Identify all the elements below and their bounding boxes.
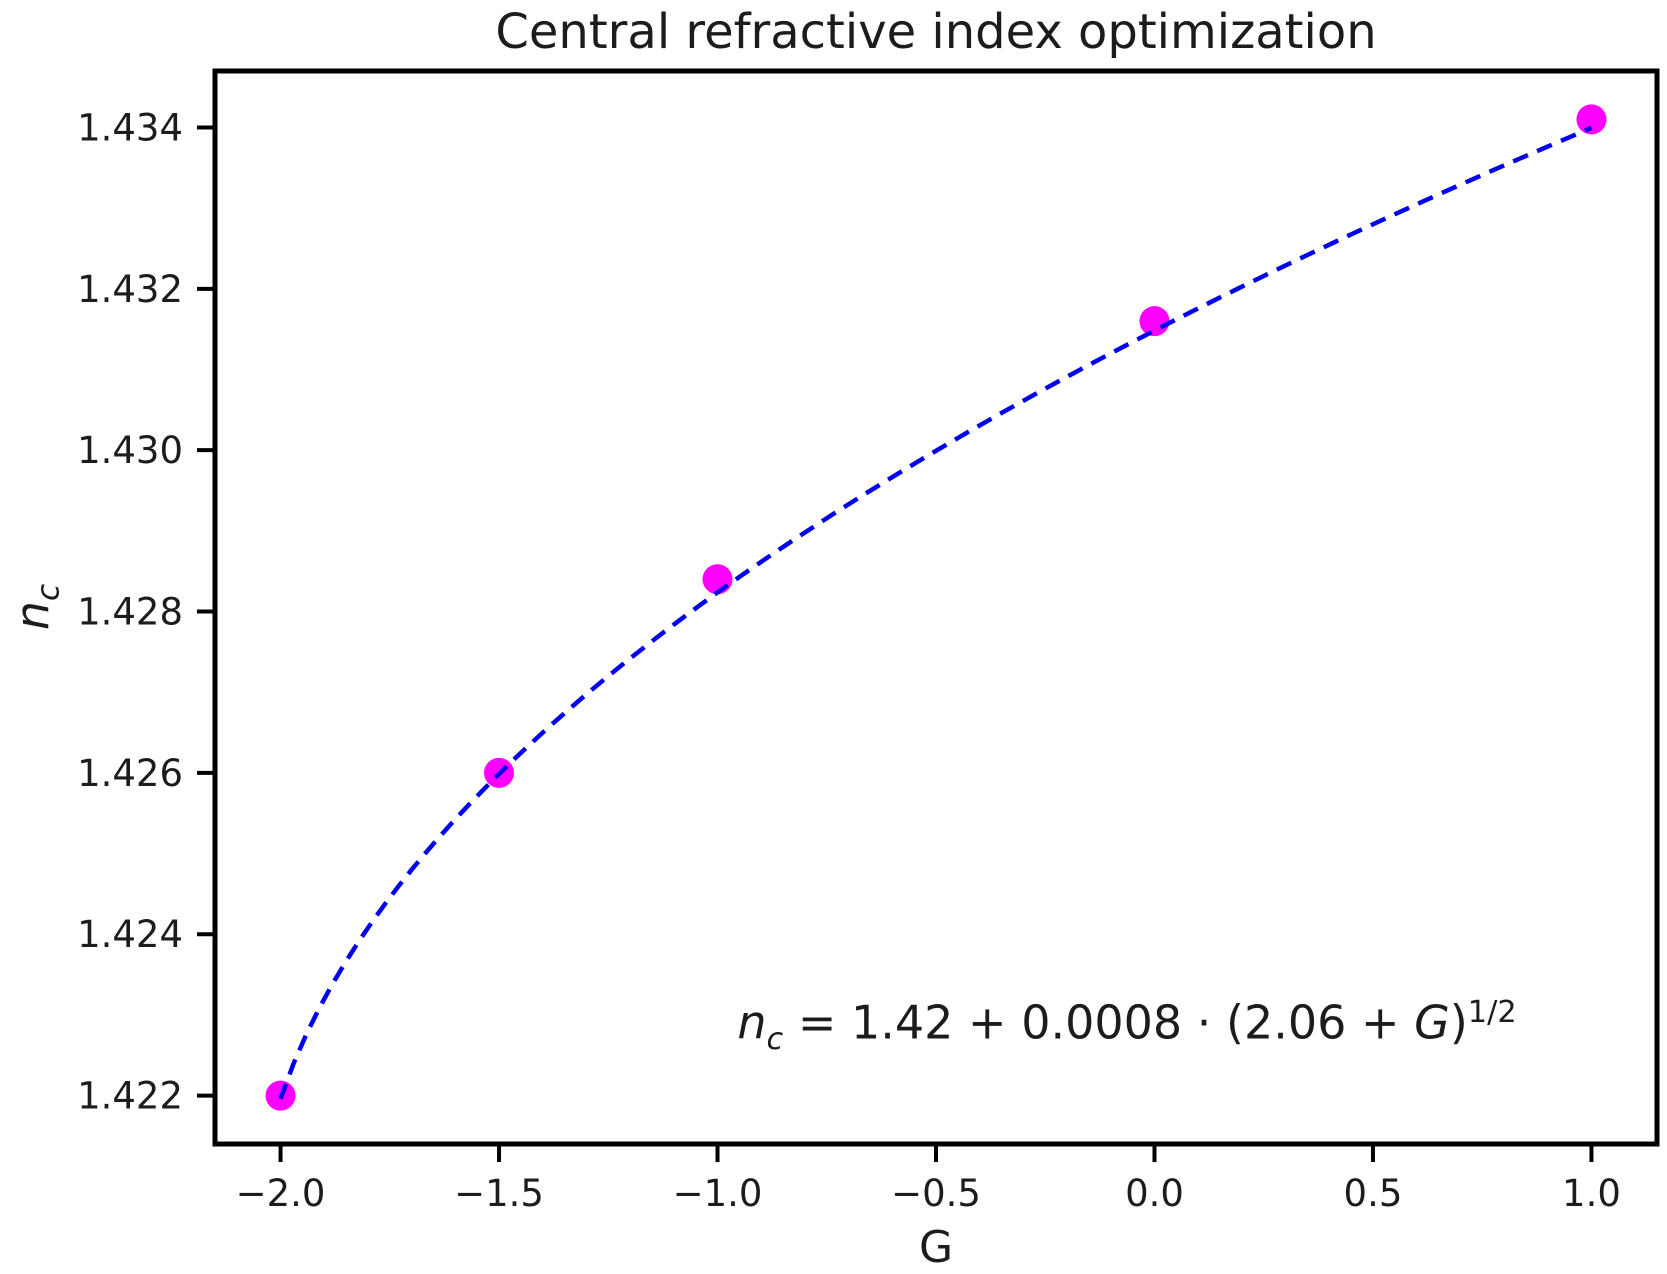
- y-tick-label: 1.422: [77, 1075, 183, 1118]
- fit-equation-annotation: nc = 1.42 + 0.0008 · (2.06 + G)1/2: [737, 995, 1516, 1057]
- chart-title: Central refractive index optimization: [495, 4, 1377, 60]
- x-tick-label: −2.0: [236, 1172, 326, 1215]
- y-tick-label: 1.432: [77, 268, 183, 311]
- y-axis-label: nc: [5, 584, 66, 630]
- x-axis-label: G: [918, 1222, 954, 1273]
- axes-spines: [212, 68, 1660, 1147]
- equation-lhs-sub: c: [766, 1021, 784, 1057]
- equation-close-paren: ): [1449, 995, 1468, 1050]
- equation-exponent: 1/2: [1467, 995, 1517, 1031]
- fit-curve: [278, 125, 1593, 1100]
- x-tick-label: 0.0: [1125, 1172, 1184, 1215]
- x-tick-label: 0.5: [1344, 1172, 1403, 1215]
- y-tick-label: 1.434: [77, 106, 183, 149]
- x-tick-label: −1.5: [454, 1172, 544, 1215]
- equation-body: = 1.42 + 0.0008 · (2.06 +: [783, 995, 1415, 1050]
- y-tick-label: 1.424: [77, 913, 183, 956]
- x-tick-label: −1.0: [673, 1172, 763, 1215]
- equation-lhs: n: [737, 995, 767, 1050]
- y-tick-label: 1.428: [77, 591, 183, 634]
- y-axis-label-sub: c: [30, 583, 67, 602]
- y-axis-label-main: n: [5, 601, 60, 631]
- x-tick-label: −0.5: [891, 1172, 981, 1215]
- data-point: [1576, 104, 1607, 135]
- data-point: [1139, 306, 1170, 337]
- y-tick-label: 1.426: [77, 752, 183, 795]
- y-tick-label: 1.430: [77, 429, 183, 472]
- equation-variable: G: [1414, 995, 1450, 1050]
- x-tick-label: 1.0: [1562, 1172, 1621, 1215]
